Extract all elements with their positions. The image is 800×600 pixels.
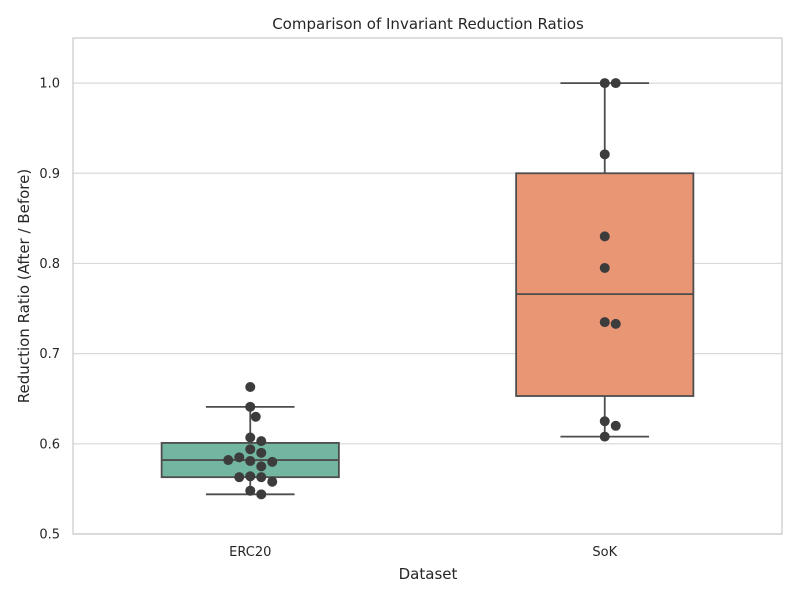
x-axis-label: Dataset xyxy=(399,565,458,583)
data-point xyxy=(245,444,256,455)
data-point xyxy=(610,318,621,329)
y-tick-labels: 0.5 0.6 0.7 0.8 0.9 1.0 xyxy=(39,77,60,543)
data-point xyxy=(599,149,610,160)
y-tick-label: 0.9 xyxy=(39,167,60,182)
data-point xyxy=(256,489,267,500)
data-point xyxy=(256,447,267,458)
data-point xyxy=(599,317,610,328)
box-group-erc20 xyxy=(160,382,340,500)
x-tick-labels: ERC20 SoK xyxy=(229,545,617,560)
y-tick-label: 0.8 xyxy=(39,257,60,272)
boxes xyxy=(160,78,695,500)
data-point xyxy=(223,455,234,466)
x-tick-label: SoK xyxy=(592,545,617,560)
data-point xyxy=(610,78,621,89)
data-point xyxy=(610,420,621,431)
data-point xyxy=(599,231,610,242)
data-point xyxy=(245,432,256,443)
box-group-sok xyxy=(515,78,695,442)
y-tick-label: 1.0 xyxy=(39,77,60,92)
box-iqr xyxy=(515,172,695,397)
data-point xyxy=(245,485,256,496)
y-tick-label: 0.5 xyxy=(39,528,60,543)
data-point xyxy=(234,452,245,463)
data-point xyxy=(245,471,256,482)
data-point xyxy=(245,401,256,412)
data-point xyxy=(267,456,278,467)
data-point xyxy=(599,416,610,427)
data-point xyxy=(599,262,610,273)
y-axis-label: Reduction Ratio (After / Before) xyxy=(15,169,33,403)
y-tick-label: 0.7 xyxy=(39,347,60,362)
chart-title: Comparison of Invariant Reduction Ratios xyxy=(272,15,584,33)
y-tick-label: 0.6 xyxy=(39,437,60,452)
data-point xyxy=(256,461,267,472)
data-point xyxy=(234,472,245,483)
data-point xyxy=(256,436,267,447)
data-point xyxy=(250,411,261,422)
data-point xyxy=(599,431,610,442)
data-point xyxy=(245,455,256,466)
x-tick-label: ERC20 xyxy=(229,545,271,560)
data-point xyxy=(599,78,610,89)
plot-frame xyxy=(72,37,783,535)
data-point xyxy=(245,382,256,393)
data-point xyxy=(256,472,267,483)
data-point xyxy=(267,476,278,487)
